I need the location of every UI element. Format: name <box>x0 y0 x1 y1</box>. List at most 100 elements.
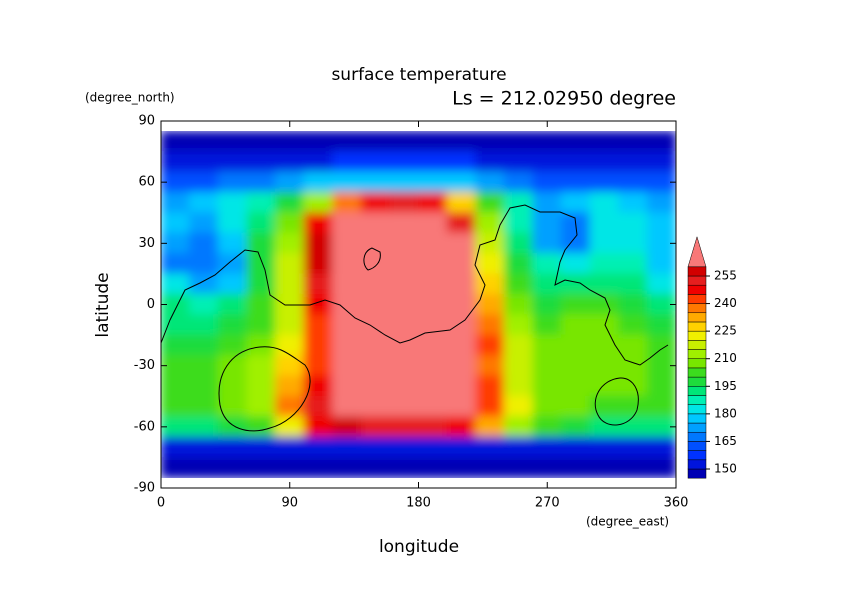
colorbar-box <box>687 422 707 433</box>
field-cell <box>161 416 191 438</box>
field-cell <box>532 395 563 418</box>
field-cell <box>532 151 563 173</box>
colorbar-box <box>687 431 707 442</box>
field-cell <box>161 131 191 153</box>
field-cell <box>589 334 620 356</box>
field-cell <box>418 416 448 438</box>
colorbar-label: 165 <box>714 434 737 448</box>
field-cell <box>274 212 305 234</box>
colorbar-box <box>687 376 707 387</box>
field-cell <box>418 375 448 397</box>
field-cell <box>189 253 219 275</box>
field-cell <box>389 395 419 418</box>
field-cell <box>360 151 391 173</box>
field-cell <box>418 212 448 234</box>
field-cell <box>589 416 620 438</box>
colorbar-box <box>687 349 707 359</box>
field-cell <box>332 273 362 295</box>
field-cell <box>246 273 276 295</box>
field-cell <box>646 232 676 255</box>
field-cell <box>646 171 676 193</box>
field-cell <box>503 293 534 316</box>
field-cell <box>274 416 305 438</box>
cells <box>161 131 676 478</box>
field-cell <box>418 314 448 336</box>
colorbar-box <box>687 441 707 451</box>
field-cell <box>303 232 334 255</box>
colorbar-label: 150 <box>714 462 737 476</box>
field-cell <box>189 232 219 255</box>
contour-line <box>160 204 669 366</box>
field-cell <box>332 131 362 153</box>
field-cell <box>332 171 362 193</box>
field-cell <box>561 293 591 316</box>
field-cell <box>389 456 419 478</box>
field-cell <box>618 395 648 418</box>
field-cell <box>332 151 362 173</box>
field-cell <box>274 191 305 214</box>
field-cell <box>475 456 505 478</box>
field-cell <box>618 314 648 336</box>
field-cell <box>332 375 362 397</box>
colorbar-box <box>687 404 707 415</box>
field-cell <box>360 416 391 438</box>
field-cell <box>360 314 391 336</box>
field-cell <box>475 314 505 336</box>
field-cell <box>189 416 219 438</box>
field-cell <box>418 293 448 316</box>
field-cell <box>446 171 477 193</box>
field-cell <box>561 375 591 397</box>
field-cell <box>360 456 391 478</box>
y-tick-label: 30 <box>138 236 155 251</box>
field-cell <box>646 375 676 397</box>
field-cell <box>217 354 248 377</box>
field-cell <box>475 191 505 214</box>
y-tick-label: 0 <box>147 297 155 312</box>
y-tick-label: 90 <box>138 114 155 129</box>
field-cell <box>246 171 276 193</box>
field-cell <box>246 436 276 458</box>
field-cell <box>446 253 477 275</box>
field-cell <box>475 416 505 438</box>
field-cell <box>475 354 505 377</box>
field-cell <box>189 131 219 153</box>
field-cell <box>589 314 620 336</box>
field-cell <box>646 354 676 377</box>
field-cell <box>532 436 563 458</box>
field-cell <box>303 395 334 418</box>
field-cell <box>646 253 676 275</box>
field-cell <box>274 131 305 153</box>
field-cell <box>475 436 505 458</box>
chart-title: surface temperature <box>331 65 506 85</box>
field-cell <box>217 212 248 234</box>
field-cell <box>389 293 419 316</box>
colorbar-label: 240 <box>714 296 737 310</box>
field-cell <box>161 171 191 193</box>
field-cell <box>589 375 620 397</box>
field-cell <box>589 395 620 418</box>
field-cell <box>646 314 676 336</box>
field-cell <box>418 232 448 255</box>
field-cell <box>589 436 620 458</box>
field-cell <box>274 151 305 173</box>
field-cell <box>360 334 391 356</box>
contour-line <box>594 377 639 426</box>
field-cell <box>561 314 591 336</box>
field-cell <box>274 436 305 458</box>
field-cell <box>360 212 391 234</box>
field-cell <box>189 151 219 173</box>
field-cell <box>532 253 563 275</box>
field-cell <box>475 273 505 295</box>
field-cell <box>246 293 276 316</box>
field-cell <box>446 395 477 418</box>
field-cell <box>189 436 219 458</box>
y-tick-label: -90 <box>134 481 155 496</box>
field-cell <box>217 273 248 295</box>
field-cell <box>217 171 248 193</box>
field-cell <box>475 334 505 356</box>
field-cell <box>561 334 591 356</box>
field-cell <box>189 171 219 193</box>
field-cell <box>561 395 591 418</box>
field-cell <box>503 436 534 458</box>
field-cell <box>475 375 505 397</box>
